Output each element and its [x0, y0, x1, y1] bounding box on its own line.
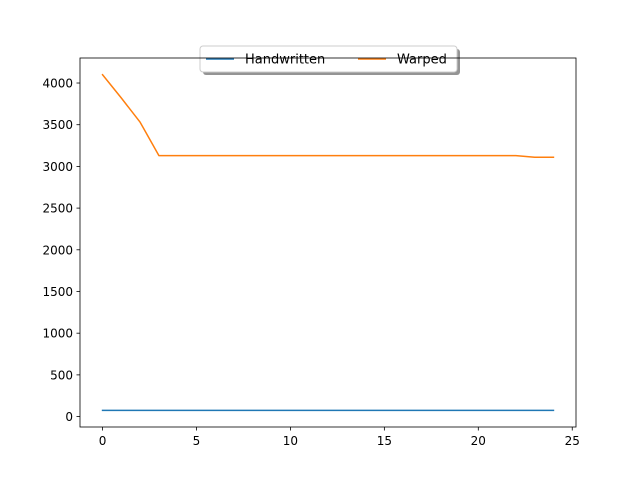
y-tick-label: 3500 [42, 118, 73, 132]
y-tick-label: 2500 [42, 202, 73, 216]
y-tick-label: 3000 [42, 160, 73, 174]
y-tick-label: 500 [50, 368, 73, 382]
x-tick-label: 5 [193, 434, 201, 448]
x-tick-label: 25 [565, 434, 580, 448]
y-tick-label: 2000 [42, 243, 73, 257]
legend-label-handwritten: Handwritten [245, 53, 325, 68]
y-tick-label: 0 [65, 410, 73, 424]
x-tick-label: 10 [283, 434, 298, 448]
x-tick-label: 20 [471, 434, 486, 448]
legend-box [199, 45, 458, 73]
series-line-warped [101, 73, 555, 158]
x-tick-label: 0 [99, 434, 107, 448]
y-tick-label: 1000 [42, 327, 73, 341]
legend: Handwritten Warped [199, 45, 460, 75]
legend-label-warped: Warped [397, 53, 447, 68]
y-tick-label: 1500 [42, 285, 73, 299]
y-tick-label: 4000 [42, 77, 73, 91]
plot-frame [79, 57, 577, 428]
x-tick-label: 15 [377, 434, 392, 448]
